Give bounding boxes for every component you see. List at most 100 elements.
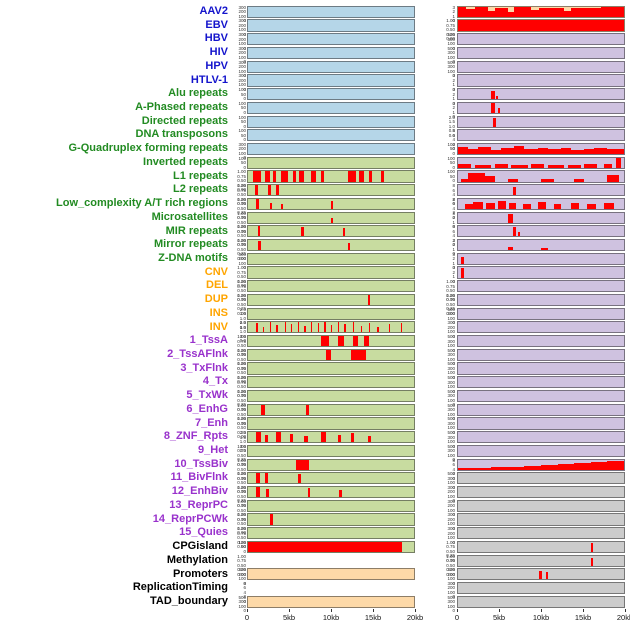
y-axis-ticks: 500 300 100 0 — [437, 60, 455, 78]
y-tick-label: 100 — [447, 411, 455, 417]
y-tick-label: 0.00 — [237, 310, 246, 316]
track-row-methylation: Methylation 1.00 0.75 0.50 0.25 0.00 1.00 0.75 0… — [0, 554, 630, 576]
y-tick-label: 0.75 — [237, 393, 246, 399]
y-axis-ticks: 1.00 0.75 0.50 0.25 0.00 — [229, 266, 246, 288]
track-panel — [247, 555, 415, 567]
y-tick-label: 200 — [238, 571, 246, 577]
signal-bar — [507, 179, 518, 182]
track-label: 8_ZNF_Rpts — [163, 430, 228, 443]
signal-bar — [257, 240, 261, 251]
signal-bar — [604, 203, 615, 209]
y-tick-label: 300 — [447, 407, 455, 413]
y-tick-label: 0 — [243, 86, 246, 92]
signal-bar — [248, 541, 403, 552]
signal-bar — [256, 198, 259, 209]
track-panel — [457, 595, 625, 608]
y-tick-label: 50 — [240, 91, 246, 97]
signal-bar — [458, 147, 468, 155]
y-axis-ticks: 1.00 0.75 0.50 0.25 0.00 — [229, 444, 246, 466]
y-tick-label: 300 — [447, 420, 455, 426]
y-tick-label: 0.00 — [237, 489, 246, 495]
y-tick-label: 0 — [452, 278, 455, 284]
signal-bar — [321, 432, 326, 443]
track-panel — [247, 170, 415, 183]
signal-bar — [494, 7, 508, 17]
track-panel — [247, 156, 415, 169]
signal-bar — [264, 473, 268, 484]
signal-bar — [554, 203, 561, 209]
track-row-12-enhbiv: 12_EnhBiv 1.00 0.75 0.50 0.25 0.00 300 200 100 0 — [0, 484, 630, 507]
signal-bar — [297, 474, 301, 484]
y-tick-label: 1.00 — [237, 237, 246, 243]
signal-bar — [607, 460, 624, 470]
y-tick-label: 0 — [452, 388, 455, 394]
signal-bar — [507, 247, 513, 251]
x-tick-mark — [541, 609, 542, 612]
track-panel — [247, 74, 415, 87]
y-tick-label: 4 — [452, 205, 455, 211]
y-tick-label: 0 — [243, 608, 246, 614]
signal-bar — [458, 164, 472, 168]
y-tick-label: 0.50 — [237, 233, 246, 239]
y-tick-label: 6 — [452, 187, 455, 193]
y-tick-label: 100 — [447, 576, 455, 582]
y-axis-ticks: 1.00 0.75 0.50 0.25 0.00 — [229, 225, 246, 247]
signal-bar — [367, 294, 370, 306]
track-panel — [457, 156, 625, 169]
signal-bar — [509, 202, 517, 209]
y-tick-label: 200 — [447, 585, 455, 591]
signal-bar — [276, 432, 282, 443]
track-label: 9_Het — [198, 444, 228, 457]
y-axis-ticks: 1.00 0.75 0.50 0.25 0.00 — [229, 197, 246, 219]
y-tick-label: 0.75 — [237, 503, 246, 509]
y-axis-ticks: 100 50 0 — [437, 142, 455, 155]
track-panel — [457, 74, 625, 87]
signal-bar — [496, 95, 499, 100]
y-tick-label: 300 — [447, 599, 455, 605]
track-row-3-txflnk: 3_TxFlnk 1.00 0.75 0.50 0.25 0.00 500 300 100 0 — [0, 362, 630, 384]
signal-bar — [512, 186, 517, 196]
signal-bar — [467, 148, 478, 155]
y-tick-label: 0.25 — [237, 196, 246, 202]
y-tick-label: 0.75 — [237, 338, 246, 344]
track-panel — [457, 458, 625, 471]
track-panel — [247, 348, 415, 361]
y-axis-ticks: 100 50 0 — [229, 129, 246, 142]
signal-bar — [321, 336, 330, 347]
y-tick-label: 500 — [447, 471, 455, 477]
y-tick-label: 0.50 — [237, 192, 246, 198]
signal-bar — [560, 147, 571, 155]
signal-bar — [352, 336, 358, 347]
y-tick-label: 0.00 — [237, 571, 246, 577]
y-tick-label: 50 — [449, 173, 455, 179]
y-tick-label: 2 — [452, 237, 455, 243]
y-tick-label: 0.00 — [237, 420, 246, 426]
track-label: DEL — [206, 279, 228, 292]
track-row-promoters: Promoters 300 200 100 0 300 200 100 0 — [0, 568, 630, 585]
track-panel — [247, 46, 415, 60]
signal-bar — [574, 463, 591, 470]
y-tick-label: 0 — [452, 374, 455, 380]
y-tick-label: 6 — [243, 585, 246, 591]
signal-bar — [497, 200, 507, 209]
y-axis-ticks: 1.00 0.75 0.50 0.25 0.00 — [229, 499, 246, 521]
y-tick-label: 100 — [238, 114, 246, 120]
signal-bar — [458, 468, 475, 470]
y-axis-ticks: 300 200 100 0 — [229, 142, 246, 160]
track-row-dna-transposons: DNA transposons 100 50 0 8 6 4 2 0 — [0, 128, 630, 151]
y-tick-label: 1 — [452, 82, 455, 88]
y-tick-label: 1.00 — [237, 484, 246, 490]
track-row-inv: INV 2.0 1.5 1.0 0.5 0.0 300 200 100 0 — [0, 321, 630, 343]
signal-bar — [507, 214, 513, 223]
y-tick-label: 2 — [452, 141, 455, 147]
signal-bar — [541, 465, 558, 470]
y-tick-label: 1.00 — [237, 526, 246, 532]
y-tick-label: 0.50 — [237, 205, 246, 211]
track-label: 5_TxWk — [186, 389, 228, 402]
y-tick-label: 0 — [452, 539, 455, 545]
y-tick-label: 0.00 — [237, 393, 246, 399]
y-tick-label: 2 — [452, 91, 455, 97]
signal-bar — [367, 436, 371, 443]
signal-bar — [266, 488, 269, 498]
